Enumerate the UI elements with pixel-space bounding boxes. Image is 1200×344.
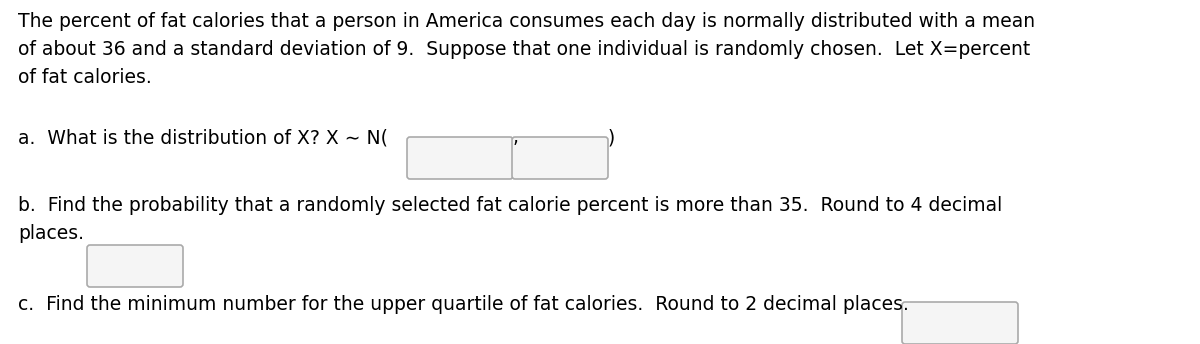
Text: b.  Find the probability that a randomly selected fat calorie percent is more th: b. Find the probability that a randomly …	[18, 196, 1002, 215]
Text: The percent of fat calories that a person in America consumes each day is normal: The percent of fat calories that a perso…	[18, 12, 1036, 31]
FancyBboxPatch shape	[512, 137, 608, 179]
Text: ,: ,	[514, 128, 520, 147]
Text: ): )	[608, 128, 616, 147]
FancyBboxPatch shape	[88, 245, 182, 287]
Text: places.: places.	[18, 224, 84, 243]
FancyBboxPatch shape	[902, 302, 1018, 344]
Text: of about 36 and a standard deviation of 9.  Suppose that one individual is rando: of about 36 and a standard deviation of …	[18, 40, 1031, 59]
Text: a.  What is the distribution of X? X ∼ N(: a. What is the distribution of X? X ∼ N(	[18, 128, 388, 147]
Text: c.  Find the minimum number for the upper quartile of fat calories.  Round to 2 : c. Find the minimum number for the upper…	[18, 295, 908, 314]
Text: of fat calories.: of fat calories.	[18, 68, 151, 87]
FancyBboxPatch shape	[407, 137, 514, 179]
